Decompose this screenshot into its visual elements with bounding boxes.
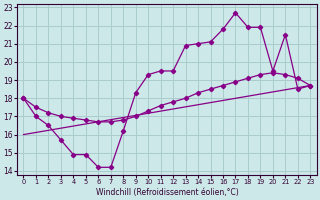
- X-axis label: Windchill (Refroidissement éolien,°C): Windchill (Refroidissement éolien,°C): [96, 188, 238, 197]
